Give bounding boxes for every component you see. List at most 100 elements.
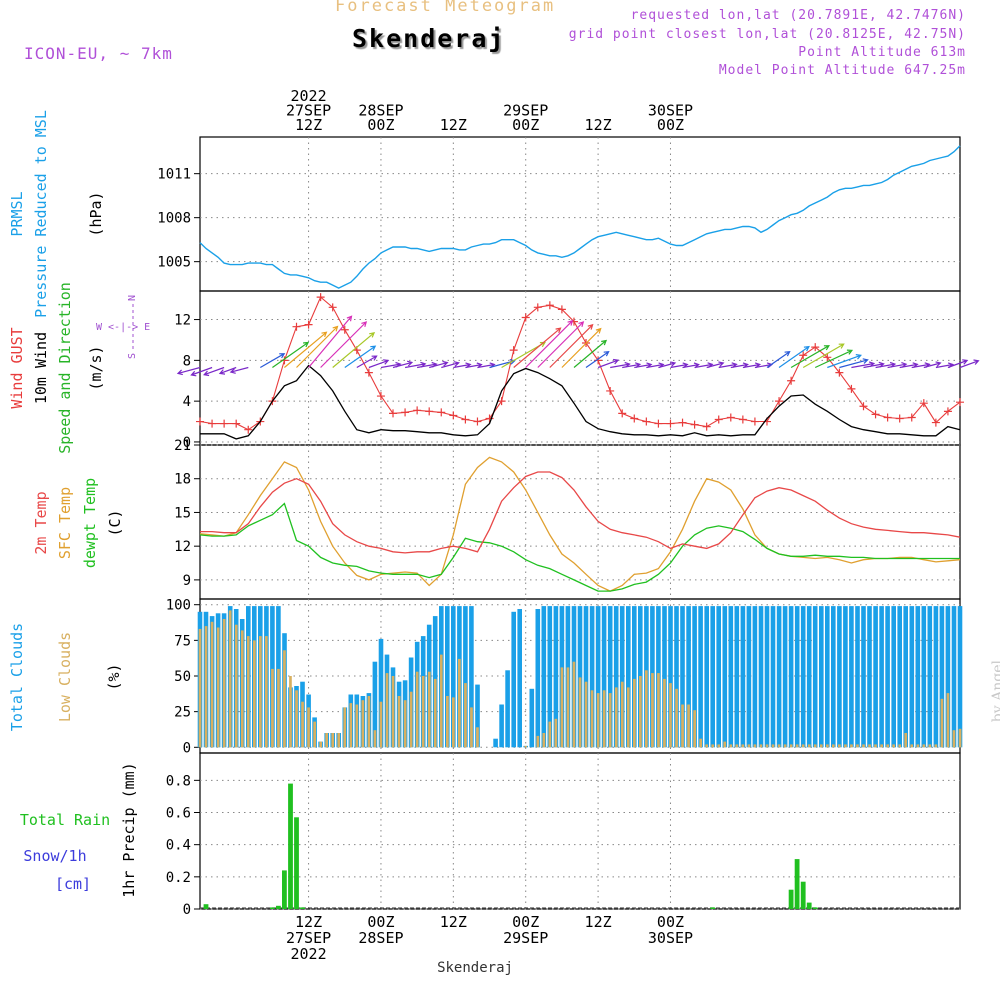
top-time-label: 12Z bbox=[440, 116, 467, 134]
wind-gust-marker bbox=[220, 419, 229, 428]
total-clouds-bar bbox=[692, 606, 697, 748]
wind-direction-arrow bbox=[308, 315, 353, 368]
wind-gust-marker bbox=[533, 303, 542, 312]
wind-10m-line bbox=[200, 364, 961, 440]
wind-gust-marker bbox=[919, 399, 928, 408]
low-clouds-bar bbox=[379, 701, 383, 748]
low-clouds-bar bbox=[602, 690, 606, 748]
wind-gust-marker bbox=[883, 413, 892, 422]
requested-coordinates: requested lon,lat (20.7891E, 42.7476N) bbox=[630, 8, 966, 23]
low-clouds-bar bbox=[452, 697, 455, 748]
total-clouds-bar bbox=[837, 606, 842, 748]
low-clouds-bar bbox=[228, 610, 232, 748]
total-clouds-bar bbox=[921, 606, 927, 748]
low-clouds-bar bbox=[952, 730, 956, 748]
low-clouds-bar bbox=[735, 744, 739, 748]
wind-gust-marker bbox=[750, 417, 759, 426]
wind-gust-marker bbox=[449, 411, 458, 420]
compass-n: N bbox=[127, 295, 138, 301]
low-clouds-bar bbox=[657, 673, 660, 748]
low-clouds-bar bbox=[578, 677, 582, 748]
wind-gust-marker bbox=[437, 408, 446, 417]
wind-gust-marker bbox=[654, 419, 663, 428]
wind-ytick-label: 4 bbox=[183, 394, 191, 410]
rain-bar bbox=[710, 907, 716, 909]
wind-gust-marker bbox=[630, 414, 639, 423]
clouds-ytick-label: 0 bbox=[183, 740, 191, 756]
low-clouds-bar bbox=[777, 744, 781, 748]
low-clouds-bar bbox=[554, 718, 558, 748]
wind-direction-arrow bbox=[573, 339, 608, 368]
total-clouds-bar bbox=[945, 606, 951, 748]
total-clouds-bar bbox=[867, 606, 872, 748]
low-clouds-bar bbox=[922, 744, 926, 748]
wind-direction-label: Speed and Direction bbox=[56, 282, 74, 454]
wind-direction-arrow bbox=[549, 323, 594, 368]
wind-gust-marker bbox=[304, 320, 313, 329]
wind-direction-arrow bbox=[561, 327, 602, 368]
total-clouds-bar bbox=[915, 606, 921, 748]
total-clouds-bar bbox=[897, 606, 902, 748]
bottom-time-label: 30SEP bbox=[648, 929, 693, 947]
low-clouds-bar bbox=[253, 640, 256, 748]
total-clouds-bar bbox=[451, 606, 456, 748]
total-clouds-bar bbox=[855, 606, 860, 748]
total-clouds-bar bbox=[825, 606, 830, 748]
low-clouds-bar bbox=[433, 678, 437, 748]
low-clouds-bar bbox=[361, 700, 365, 748]
low-clouds-bar bbox=[596, 693, 600, 748]
low-clouds-bar bbox=[789, 744, 793, 748]
low-clouds-bar bbox=[349, 703, 353, 748]
low-clouds-bar bbox=[729, 744, 733, 748]
low-clouds-bar bbox=[560, 667, 564, 748]
low-clouds-bar bbox=[747, 744, 751, 748]
total-clouds-bar bbox=[469, 606, 474, 748]
total-clouds-bar bbox=[698, 606, 703, 748]
low-clouds-bar bbox=[826, 744, 829, 748]
total-clouds-bar bbox=[704, 606, 709, 748]
low-clouds-bar bbox=[415, 671, 419, 748]
low-clouds-bar bbox=[391, 676, 395, 748]
wind-direction-arrow bbox=[525, 319, 574, 368]
wind-gust-marker bbox=[678, 418, 687, 427]
wind-direction-arrow bbox=[802, 343, 845, 369]
wind-gust-marker bbox=[364, 368, 373, 377]
low-clouds-bar bbox=[367, 696, 371, 748]
rain-bar bbox=[794, 859, 800, 909]
total-clouds-bar bbox=[607, 606, 613, 748]
temperature-ytick-label: 15 bbox=[174, 505, 191, 521]
low-clouds-bar bbox=[343, 707, 347, 748]
low-clouds-bar bbox=[856, 744, 859, 748]
low-clouds-bar bbox=[572, 661, 576, 748]
low-clouds-bar bbox=[307, 707, 310, 748]
total-clouds-bar bbox=[710, 606, 715, 748]
low-clouds-bar bbox=[693, 710, 696, 748]
top-time-label: 12Z bbox=[295, 116, 322, 134]
low-clouds-bar bbox=[886, 744, 889, 748]
precipitation-ytick-label: 0.2 bbox=[166, 870, 191, 886]
wind-gust-marker bbox=[871, 410, 880, 419]
total-clouds-bar bbox=[806, 606, 812, 748]
temperature-ytick-label: 12 bbox=[174, 539, 191, 555]
low-clouds-label: Low Clouds bbox=[56, 632, 74, 722]
rain-bar bbox=[282, 870, 287, 909]
pressure-ytick-label: 1011 bbox=[157, 167, 191, 183]
low-clouds-bar bbox=[548, 721, 552, 748]
low-clouds-bar bbox=[651, 673, 654, 748]
pressure-label: Pressure Reduced to MSL bbox=[32, 110, 50, 318]
wind-gust-marker bbox=[835, 368, 844, 377]
temperature-panel-frame bbox=[199, 444, 961, 600]
bottom-time-label: 12Z bbox=[295, 913, 322, 931]
low-clouds-bar bbox=[801, 744, 805, 748]
total-clouds-bar bbox=[613, 606, 619, 748]
clouds-ytick-label: 50 bbox=[174, 669, 191, 685]
total-clouds-bar bbox=[951, 606, 957, 748]
wind-direction-arrow bbox=[296, 325, 339, 368]
low-clouds-bar bbox=[916, 744, 920, 748]
wind-direction-arrow bbox=[332, 331, 376, 368]
total-clouds-bar bbox=[933, 606, 939, 748]
bottom-time-label: 00Z bbox=[512, 913, 539, 931]
total-clouds-bar bbox=[463, 606, 468, 748]
wind-direction-arrow bbox=[706, 361, 725, 369]
low-clouds-bar bbox=[819, 744, 823, 748]
